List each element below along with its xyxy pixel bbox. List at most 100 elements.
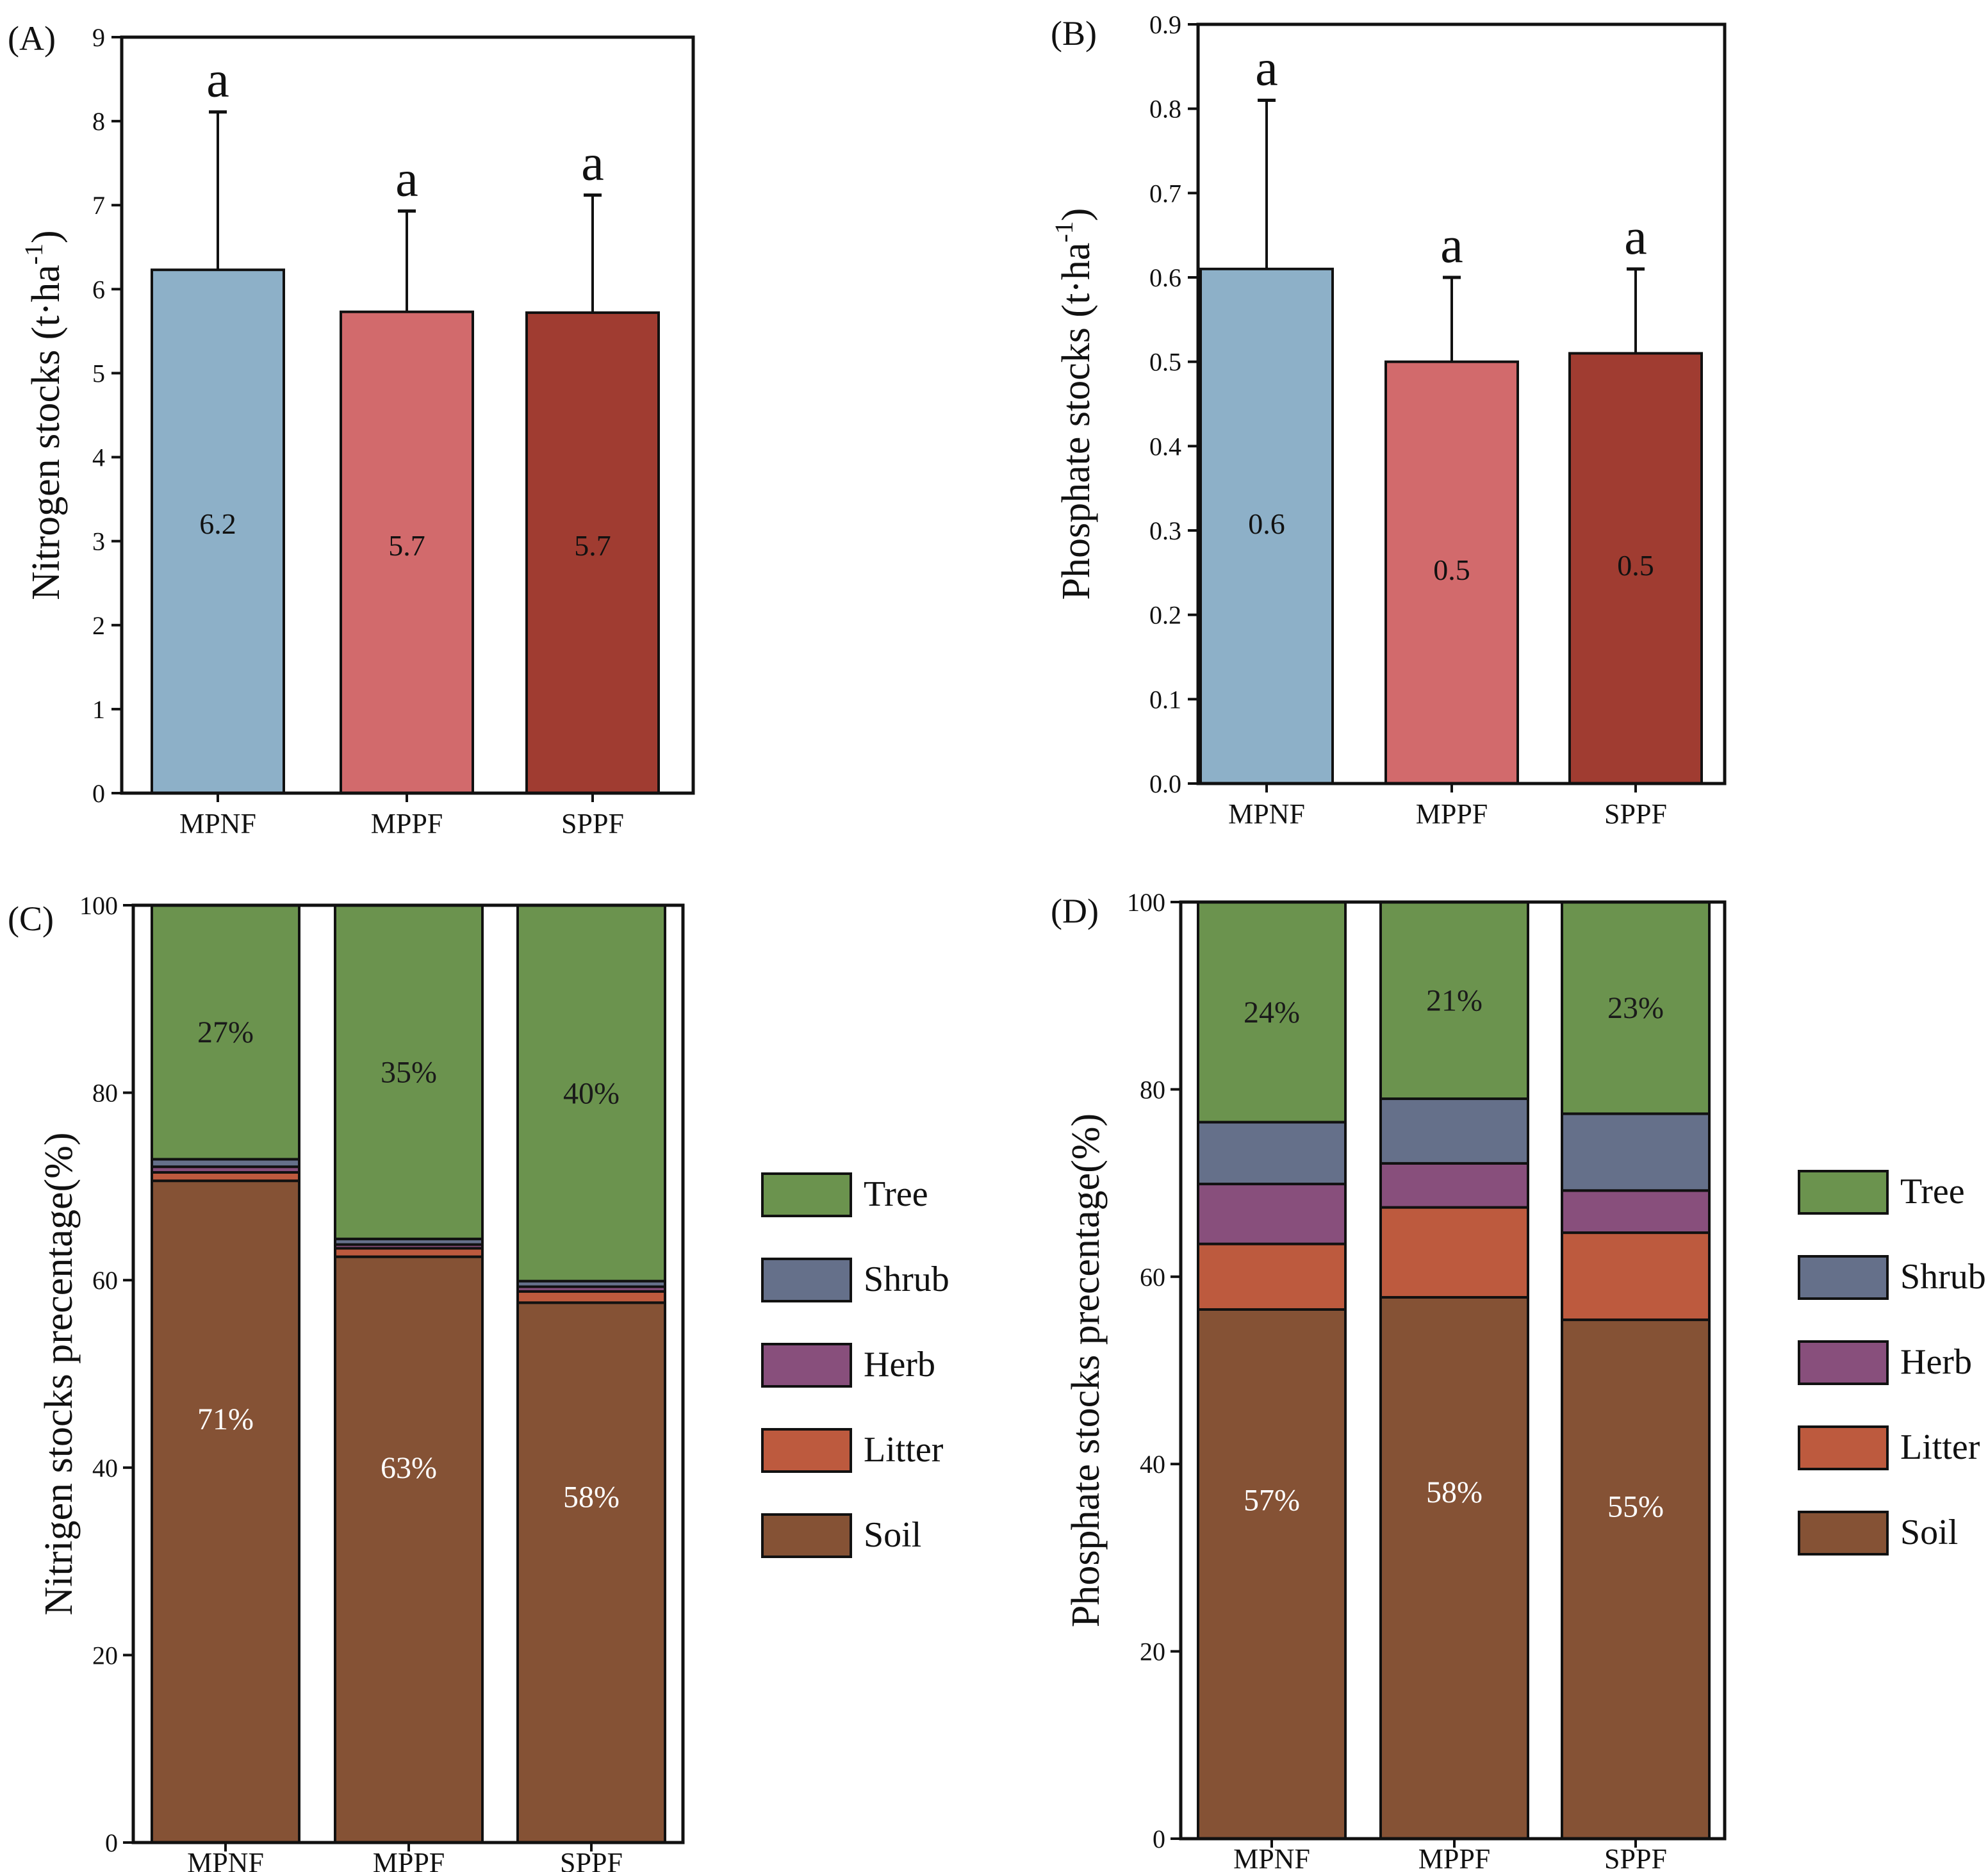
bar-value-label: 5.7 [574,529,611,562]
stack-segment-tree [516,904,666,1283]
panel-a-nitrogen-stocks: 0 1 2 3 4 5 6 7 8 9 6.2 a MPNF 5.7 a MPPF 5.7 a SPPF (A) Nit… [8,19,695,839]
y-axis-title-main: Phosphate stocks (t·ha [1055,243,1098,600]
tree-percent-label: 35% [381,1055,437,1089]
y-axis-title-superscript: -1 [19,243,48,265]
bar-value-label: 0.6 [1248,507,1285,540]
stack-segment-soil [516,1301,666,1844]
bar [1384,360,1519,785]
y-tick-label: 2 [92,611,105,640]
significance-letter: a [581,135,604,191]
y-axis-title-close: ) [24,230,68,243]
panel-c-nitrogen-percentage: 0 20 40 60 80 100 71% 27% MPNF 63% 35% MPPF 58% 40% SP… [8,891,949,1872]
panel-d-phosphate-percentage: 0 20 40 60 80 100 57% 24% MPNF 58% 21% MPPF 55% 23% SP… [1051,888,1986,1872]
x-category-label: MPNF [1233,1843,1310,1872]
x-category-label: MPPF [373,1847,445,1872]
x-category-label: MPNF [187,1847,264,1872]
stack-segment-herb [1379,1162,1529,1209]
bar-value-label: 0.5 [1433,554,1470,586]
tree-percent-label: 24% [1244,996,1300,1030]
stack-segment-litter [1379,1206,1529,1299]
legend-label-soil: Soil [864,1515,921,1555]
plot-frame [131,903,685,1844]
legend-label-tree: Tree [1900,1172,1965,1211]
stack-segment-shrub [1379,1097,1529,1165]
x-category-label: MPPF [371,808,443,839]
soil-percent-label: 63% [381,1451,437,1485]
legend-label-herb: Herb [864,1345,935,1384]
y-tick-label: 0.0 [1149,769,1181,798]
x-category-label: SPPF [560,1847,623,1872]
panel-label: (A) [8,19,56,58]
soil-percent-label: 57% [1244,1483,1300,1517]
y-tick-label: 0 [105,1828,118,1857]
panel-label: (B) [1051,14,1097,53]
y-tick-label: 4 [92,443,105,472]
x-category-label: MPNF [179,808,256,839]
bar-value-label: 6.2 [199,507,236,540]
stack-segment-tree [151,904,300,1161]
y-tick-label: 80 [1140,1075,1165,1104]
significance-letter: a [1255,40,1278,97]
y-axis-title-main: Nitrogen stocks (t·ha [24,265,68,600]
stack-segment-herb [1561,1189,1711,1235]
legend-label-shrub: Shrub [864,1260,949,1299]
stack-segment-tree [1197,901,1347,1124]
y-axis-title-superscript: -1 [1049,221,1078,242]
legend-label-shrub: Shrub [1900,1257,1986,1297]
y-axis-title: Nitrogen stocks (t·ha-1) [19,230,68,600]
y-tick-label: 60 [92,1266,118,1295]
legend-swatch-shrub [1798,1255,1889,1300]
y-axis-title: Nitrigen stocks precentage(%) [37,1132,81,1615]
legend-label-tree: Tree [864,1174,928,1214]
bar [525,311,660,794]
panel-label: (D) [1051,892,1099,930]
soil-percent-label: 58% [563,1481,620,1515]
legend-swatch-tree [1798,1170,1889,1215]
stack-segment-soil [151,1179,300,1844]
y-tick-label: 0.3 [1149,516,1181,545]
legend-label-herb: Herb [1900,1342,1972,1382]
y-axis-title: Phosphate stocks (t·ha-1) [1049,208,1098,600]
panel-label: (C) [8,899,54,938]
bar [1568,352,1703,785]
soil-percent-label: 58% [1426,1475,1483,1509]
y-tick-label: 20 [92,1641,118,1670]
significance-letter: a [1624,209,1647,265]
y-tick-label: 60 [1140,1263,1165,1292]
y-tick-label: 0.6 [1149,263,1181,292]
y-tick-label: 3 [92,527,105,556]
y-tick-label: 40 [92,1454,118,1482]
tree-percent-label: 23% [1607,991,1664,1025]
y-tick-label: 80 [92,1079,118,1108]
x-category-label: SPPF [561,808,624,839]
legend-swatch-soil [1798,1511,1889,1556]
tree-percent-label: 40% [563,1076,620,1110]
x-category-label: MPNF [1228,798,1305,830]
stack-segment-litter [1561,1231,1711,1322]
stack-segment-soil [1197,1308,1347,1840]
legend-swatch-litter [761,1428,852,1473]
stack-segment-tree [1561,901,1711,1115]
bar [340,310,474,794]
y-tick-label: 0.8 [1149,95,1181,124]
stack-segment-litter [1197,1242,1347,1311]
y-tick-label: 0.7 [1149,179,1181,208]
y-tick-label: 0.9 [1149,10,1181,39]
y-tick-label: 0.2 [1149,601,1181,630]
plot-frame [120,35,695,795]
stack-segment-soil [334,1255,484,1844]
y-tick-label: 9 [92,23,105,52]
y-tick-label: 40 [1140,1450,1165,1479]
significance-letter: a [395,151,418,207]
stack-segment-shrub [1197,1121,1347,1186]
y-axis-title-close: ) [1055,208,1098,222]
bar-value-label: 0.5 [1617,549,1654,582]
legend-swatch-herb [761,1343,852,1388]
stack-segment-tree [1379,901,1529,1101]
x-category-label: SPPF [1604,1843,1667,1872]
bar-value-label: 5.7 [388,529,425,562]
y-tick-label: 0.4 [1149,432,1181,461]
y-tick-label: 20 [1140,1638,1165,1666]
y-tick-label: 8 [92,107,105,136]
